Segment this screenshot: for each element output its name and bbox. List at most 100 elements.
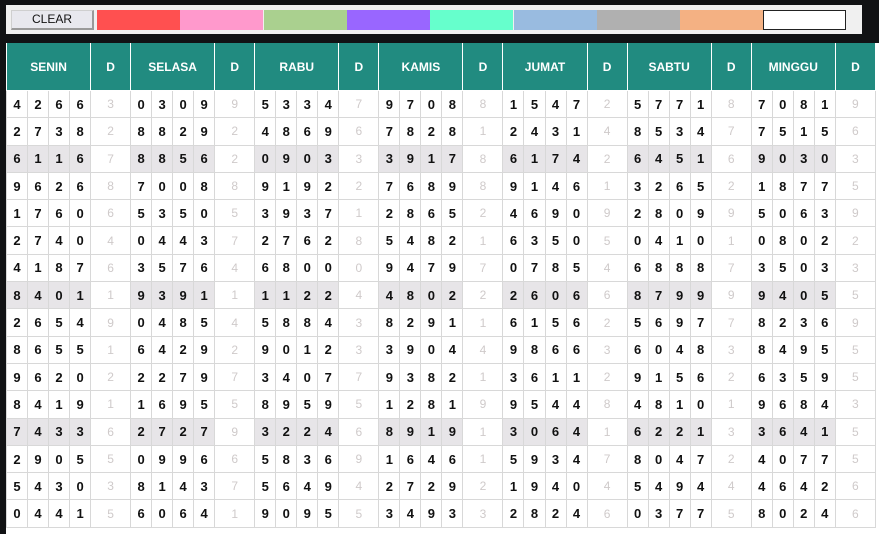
digit-cell[interactable]: 7 <box>441 144 464 173</box>
digit-cell[interactable]: 7 <box>689 499 712 528</box>
digit-cell[interactable]: 4 <box>172 472 195 501</box>
digit-cell[interactable]: 0 <box>151 171 174 201</box>
digit-cell[interactable]: 2 <box>502 499 525 528</box>
digit-cell[interactable]: 8 <box>48 253 71 283</box>
digit-cell[interactable]: 5 <box>626 308 649 337</box>
digit-cell[interactable]: 6 <box>151 390 174 419</box>
digit-cell[interactable]: 6 <box>544 335 567 364</box>
digit-cell[interactable]: 6 <box>6 144 29 173</box>
digit-cell[interactable]: 0 <box>792 253 815 283</box>
digit-cell[interactable]: 2 <box>317 335 340 364</box>
digit-cell[interactable]: 8 <box>647 253 670 283</box>
digit-cell[interactable]: 5 <box>441 199 464 228</box>
digit-cell[interactable]: 3 <box>441 499 464 528</box>
digit-cell[interactable]: 3 <box>771 362 794 392</box>
digit-cell[interactable]: 9 <box>441 171 464 201</box>
digit-cell[interactable]: 7 <box>172 253 195 283</box>
digit-cell[interactable]: 9 <box>523 472 546 501</box>
digit-cell[interactable]: 6 <box>813 308 836 337</box>
digit-cell[interactable]: 1 <box>668 390 691 419</box>
digit-cell[interactable]: 7 <box>647 89 670 119</box>
digit-cell[interactable]: 7 <box>378 117 401 146</box>
digit-cell[interactable]: 8 <box>544 253 567 283</box>
digit-cell[interactable]: 5 <box>792 362 815 392</box>
digit-cell[interactable]: 1 <box>441 390 464 419</box>
digit-cell[interactable]: 1 <box>441 308 464 337</box>
digit-cell[interactable]: 4 <box>565 144 588 173</box>
digit-cell[interactable]: 6 <box>27 362 50 392</box>
digit-cell[interactable]: 9 <box>502 390 525 419</box>
digit-cell[interactable]: 7 <box>689 308 712 337</box>
digit-cell[interactable]: 4 <box>399 226 422 255</box>
digit-cell[interactable]: 9 <box>6 362 29 392</box>
digit-cell[interactable]: 6 <box>254 253 277 283</box>
digit-cell[interactable]: 2 <box>792 499 815 528</box>
digit-cell[interactable]: 5 <box>193 308 216 337</box>
digit-cell[interactable]: 4 <box>275 362 298 392</box>
digit-cell[interactable]: 4 <box>565 417 588 446</box>
digit-cell[interactable]: 2 <box>317 281 340 310</box>
digit-cell[interactable]: 8 <box>6 281 29 310</box>
digit-cell[interactable]: 1 <box>813 89 836 119</box>
digit-cell[interactable]: 6 <box>296 117 319 146</box>
digit-cell[interactable]: 9 <box>750 281 773 310</box>
digit-cell[interactable]: 9 <box>172 390 195 419</box>
digit-cell[interactable]: 4 <box>565 444 588 474</box>
digit-cell[interactable]: 5 <box>6 472 29 501</box>
digit-cell[interactable]: 9 <box>792 335 815 364</box>
digit-cell[interactable]: 6 <box>668 171 691 201</box>
digit-cell[interactable]: 8 <box>441 89 464 119</box>
digit-cell[interactable]: 4 <box>813 499 836 528</box>
digit-cell[interactable]: 0 <box>296 362 319 392</box>
digit-cell[interactable]: 6 <box>565 171 588 201</box>
digit-cell[interactable]: 5 <box>523 390 546 419</box>
digit-cell[interactable]: 5 <box>502 444 525 474</box>
digit-cell[interactable]: 0 <box>193 199 216 228</box>
digit-cell[interactable]: 0 <box>626 226 649 255</box>
digit-cell[interactable]: 5 <box>626 472 649 501</box>
digit-cell[interactable]: 7 <box>378 171 401 201</box>
digit-cell[interactable]: 0 <box>6 499 29 528</box>
digit-cell[interactable]: 7 <box>544 144 567 173</box>
digit-cell[interactable]: 1 <box>296 335 319 364</box>
digit-cell[interactable]: 3 <box>48 472 71 501</box>
digit-cell[interactable]: 3 <box>792 308 815 337</box>
digit-cell[interactable]: 0 <box>420 335 443 364</box>
digit-cell[interactable]: 5 <box>544 308 567 337</box>
digit-cell[interactable]: 2 <box>399 308 422 337</box>
digit-cell[interactable]: 8 <box>130 117 153 146</box>
digit-cell[interactable]: 1 <box>69 499 92 528</box>
digit-cell[interactable]: 1 <box>420 417 443 446</box>
digit-cell[interactable]: 6 <box>565 308 588 337</box>
digit-cell[interactable]: 1 <box>6 199 29 228</box>
digit-cell[interactable]: 6 <box>565 281 588 310</box>
digit-cell[interactable]: 9 <box>151 444 174 474</box>
digit-cell[interactable]: 4 <box>27 281 50 310</box>
digit-cell[interactable]: 5 <box>48 335 71 364</box>
digit-cell[interactable]: 4 <box>544 171 567 201</box>
digit-cell[interactable]: 8 <box>151 144 174 173</box>
digit-cell[interactable]: 5 <box>668 362 691 392</box>
digit-cell[interactable]: 7 <box>27 199 50 228</box>
digit-cell[interactable]: 8 <box>792 390 815 419</box>
digit-cell[interactable]: 0 <box>771 444 794 474</box>
digit-cell[interactable]: 2 <box>130 362 153 392</box>
digit-cell[interactable]: 4 <box>565 499 588 528</box>
digit-cell[interactable]: 1 <box>48 390 71 419</box>
digit-cell[interactable]: 1 <box>689 89 712 119</box>
digit-cell[interactable]: 2 <box>378 472 401 501</box>
digit-cell[interactable]: 6 <box>502 308 525 337</box>
digit-cell[interactable]: 6 <box>193 144 216 173</box>
digit-cell[interactable]: 5 <box>771 253 794 283</box>
digit-cell[interactable]: 6 <box>48 89 71 119</box>
digit-cell[interactable]: 0 <box>317 253 340 283</box>
digit-cell[interactable]: 4 <box>647 144 670 173</box>
digit-cell[interactable]: 0 <box>565 472 588 501</box>
digit-cell[interactable]: 3 <box>48 417 71 446</box>
digit-cell[interactable]: 7 <box>317 362 340 392</box>
digit-cell[interactable]: 2 <box>441 362 464 392</box>
digit-cell[interactable]: 5 <box>254 89 277 119</box>
digit-cell[interactable]: 0 <box>48 444 71 474</box>
digit-cell[interactable]: 1 <box>27 144 50 173</box>
digit-cell[interactable]: 3 <box>317 144 340 173</box>
